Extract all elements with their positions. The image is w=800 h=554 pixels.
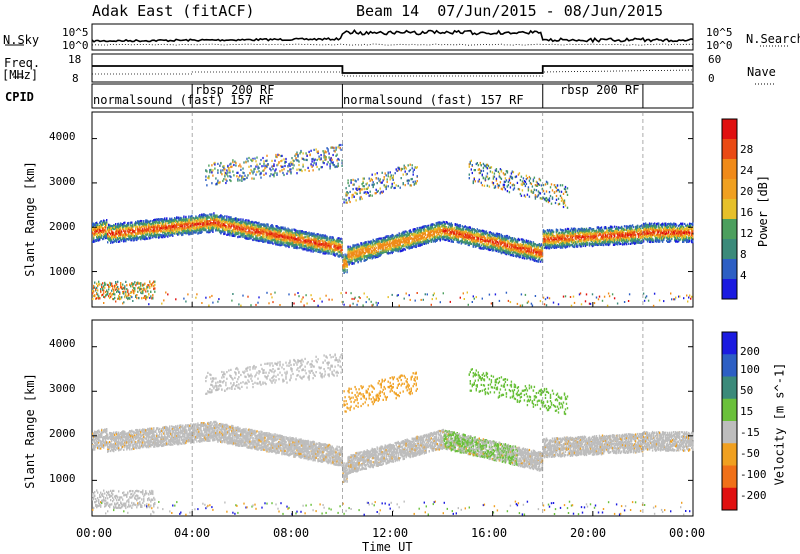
noise-frame — [91, 23, 694, 51]
vel-cbar-tick-neg100: -100 — [740, 468, 767, 481]
freq-tick-top: 18 — [68, 53, 82, 66]
vel-cbar-tick-200: 200 — [740, 345, 760, 358]
vel-ytick-4000: 4000 — [49, 337, 76, 350]
xtick-0800: 08:00 — [273, 526, 310, 540]
xtick-1600: 16:00 — [471, 526, 508, 540]
power-ytick-1000: 1000 — [49, 265, 76, 278]
cpid-label: CPID — [5, 90, 34, 104]
power-cbar-tick-24: 24 — [740, 164, 754, 177]
cpid-segment-4: rbsp 200 RF — [560, 83, 640, 97]
cpid-segment-3: normalsound (fast) 157 RF — [343, 93, 524, 107]
power-ytick-2000: 2000 — [49, 220, 76, 233]
vel-ytick-3000: 3000 — [49, 382, 76, 395]
xtick-0000: 00:00 — [76, 526, 113, 540]
vel-cbar-tick-100: 100 — [740, 363, 760, 376]
velocity-panel — [91, 319, 694, 517]
freq-tick-bottom: 8 — [72, 72, 79, 85]
power-frame — [91, 111, 694, 308]
power-cbar-swatch-3 — [722, 179, 737, 200]
power-cbar-tick-12: 12 — [740, 227, 754, 240]
vel-cbar-tick-neg200: -200 — [740, 489, 767, 502]
freq-trace — [92, 65, 693, 74]
nave-label: Nave — [747, 65, 776, 79]
power-cbar-tick-28: 28 — [740, 143, 754, 156]
vel-cbar-swatch-5 — [722, 443, 737, 466]
vel-cells — [92, 353, 694, 516]
nave-tick-bottom: 0 — [708, 72, 715, 85]
cpid-segment-2: rbsp 200 RF — [195, 83, 275, 97]
frequency-strip — [13, 53, 775, 85]
vel-frame — [91, 319, 694, 517]
vel-cbar-label: Velocity [m s^-1] — [772, 362, 787, 486]
nsky-trace — [91, 28, 694, 44]
cpid-strip — [91, 83, 694, 109]
power-cbar-frame — [721, 118, 738, 300]
vel-cbar-swatch-7 — [722, 487, 737, 511]
vel-cbar-tick-15: 15 — [740, 405, 754, 418]
power-cells — [92, 143, 694, 307]
vel-ytick-2000: 2000 — [49, 427, 76, 440]
power-cbar-swatch-8 — [722, 279, 737, 300]
noise-left-tick-bottom: 10^0 — [62, 39, 89, 52]
power-cbar-tick-20: 20 — [740, 185, 754, 198]
power-ytick-3000: 3000 — [49, 175, 76, 188]
power-cbar-label: Power [dB] — [756, 174, 771, 248]
power-ytick-4000: 4000 — [49, 130, 76, 143]
power-cbar-swatch-6 — [722, 239, 737, 260]
power-cbar-swatch-0 — [722, 119, 737, 140]
power-cbar-tick-8: 8 — [740, 248, 747, 261]
station-title: Adak East (fitACF) — [92, 2, 255, 20]
nave-tick-top: 60 — [708, 53, 722, 66]
power-cbar-tick-4: 4 — [740, 269, 747, 282]
xtick-0400: 04:00 — [174, 526, 211, 540]
vel-cbar-frame — [721, 331, 738, 511]
beam-dates-title: Beam 14 07/Jun/2015 - 08/Jun/2015 — [356, 2, 664, 20]
vel-cbar-swatch-3 — [722, 398, 737, 422]
velocity-colorbar — [721, 331, 738, 511]
vel-cbar-swatch-6 — [722, 465, 737, 489]
power-cbar-swatch-4 — [722, 199, 737, 220]
nsearch-label: N.Search — [746, 32, 800, 46]
nsearch-trace — [91, 43, 694, 46]
freq-label-2: [MHz] — [2, 68, 39, 82]
xtick-2000: 20:00 — [570, 526, 607, 540]
power-cbar-swatch-2 — [722, 159, 737, 180]
cpid-frame — [91, 83, 694, 109]
velocity-ylabel: Slant Range [km] — [22, 373, 37, 489]
freq-frame — [91, 53, 694, 83]
xtick-2400: 00:00 — [669, 526, 706, 540]
nsky-label: N.Sky — [3, 33, 40, 47]
cpid-segment-1: normalsound (fast) 157 RF — [93, 93, 274, 107]
xtick-1200: 12:00 — [372, 526, 409, 540]
noise-right-tick-bottom: 10^0 — [706, 39, 733, 52]
vel-cbar-tick-50: 50 — [740, 384, 754, 397]
vel-cbar-swatch-0 — [722, 332, 737, 355]
noise-strip — [5, 23, 790, 51]
vel-cbar-tick-neg15: -15 — [740, 426, 760, 439]
power-colorbar — [721, 118, 738, 300]
power-cbar-tick-16: 16 — [740, 206, 754, 219]
noise-right-tick-top: 10^5 — [706, 26, 733, 39]
xlabel: Time UT — [362, 540, 413, 554]
vel-cbar-swatch-2 — [722, 376, 737, 400]
noise-left-tick-top: 10^5 — [62, 26, 89, 39]
power-panel — [91, 111, 694, 308]
vel-ytick-1000: 1000 — [49, 472, 76, 485]
power-cbar-swatch-5 — [722, 219, 737, 240]
power-cbar-swatch-1 — [722, 139, 737, 160]
freq-label-1: Freq. — [4, 56, 41, 70]
vel-cbar-swatch-1 — [722, 354, 737, 377]
vel-cbar-tick-neg50: -50 — [740, 447, 760, 460]
power-cbar-swatch-7 — [722, 259, 737, 280]
power-ylabel: Slant Range [km] — [22, 161, 37, 277]
vel-cbar-swatch-4 — [722, 421, 737, 444]
